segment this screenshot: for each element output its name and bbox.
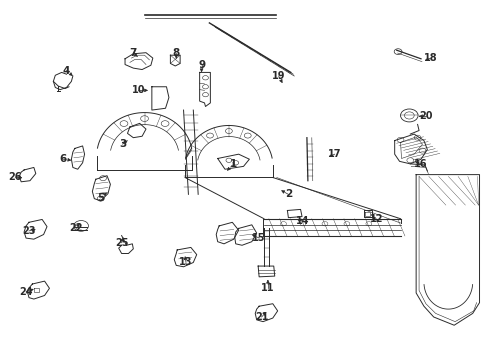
Text: 15: 15 [252, 233, 265, 243]
Text: 18: 18 [423, 53, 437, 63]
Text: 9: 9 [198, 60, 205, 70]
Text: 14: 14 [296, 216, 309, 226]
Text: 25: 25 [115, 238, 128, 248]
Text: 3: 3 [119, 139, 126, 149]
Text: 12: 12 [369, 215, 383, 224]
Text: 1: 1 [230, 159, 237, 169]
Text: 6: 6 [60, 154, 66, 164]
Text: 21: 21 [254, 312, 268, 322]
Text: 2: 2 [284, 189, 291, 199]
Text: 13: 13 [179, 257, 192, 267]
Text: 26: 26 [9, 172, 22, 182]
Text: 16: 16 [413, 159, 427, 169]
Text: 11: 11 [261, 283, 274, 293]
Text: 20: 20 [418, 111, 432, 121]
Text: 19: 19 [271, 71, 285, 81]
Text: 23: 23 [22, 226, 36, 236]
Text: 24: 24 [19, 287, 33, 297]
Text: 8: 8 [172, 48, 180, 58]
Text: 17: 17 [327, 149, 341, 159]
Text: 7: 7 [129, 48, 137, 58]
Text: 22: 22 [69, 224, 83, 233]
Text: 4: 4 [62, 66, 70, 76]
Text: 5: 5 [97, 193, 104, 203]
Text: 10: 10 [131, 85, 144, 95]
